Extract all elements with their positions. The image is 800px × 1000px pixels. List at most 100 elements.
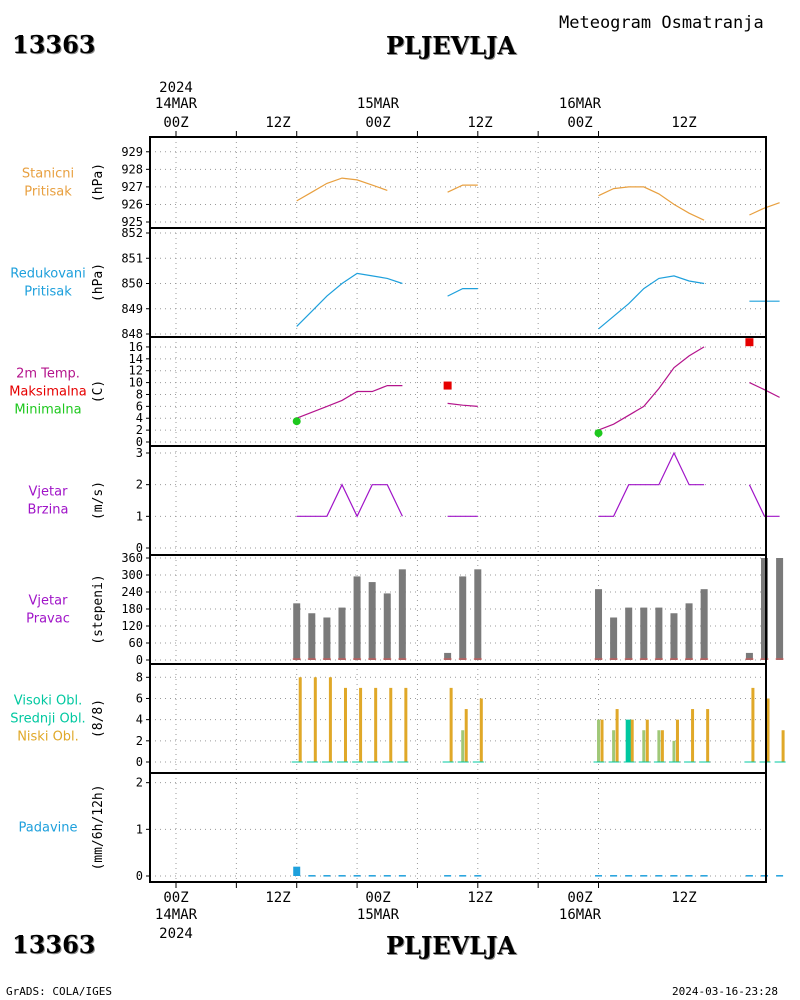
wind-dir-bar — [353, 576, 361, 660]
y-tick-label: 927 — [121, 180, 143, 194]
series-line — [447, 288, 478, 297]
y-tick-label: 240 — [121, 585, 143, 599]
panel-frame — [149, 445, 767, 556]
wind-dir-bar — [640, 607, 648, 660]
low-cloud-bar — [313, 677, 317, 762]
panel-7: 0 1 2 (mm/6h/12h) Padavine — [19, 772, 784, 883]
low-cloud-bar — [374, 687, 378, 762]
wind-dir-bar — [610, 617, 618, 660]
y-tick-label: 60 — [129, 636, 143, 650]
wind-dir-bar — [293, 603, 301, 660]
precip-bar — [353, 875, 361, 877]
wind-dir-bar — [398, 569, 406, 660]
precip-bar — [685, 875, 693, 877]
wind-dir-bar — [383, 593, 391, 660]
y-axis-label: (stepeni) — [91, 574, 106, 644]
series-line — [296, 177, 388, 202]
wind-dir-bar — [776, 558, 784, 660]
footer-timestamp: 2024-03-16-23:28 — [672, 985, 778, 998]
panel-2: 848 849 850 851 852 (hPa) Redukovani Pritisak — [10, 226, 780, 341]
panel-label: Pritisak — [24, 285, 72, 300]
precip-bar — [700, 875, 708, 877]
mid-cloud-bar — [597, 719, 601, 762]
low-cloud-bar — [691, 709, 695, 762]
y-tick-label: 12 — [129, 364, 143, 378]
low-cloud-bar — [343, 687, 347, 762]
precip-bar — [640, 875, 648, 877]
y-axis-label: (hPa) — [91, 263, 106, 302]
low-cloud-bar — [479, 698, 483, 762]
panel-frame — [149, 136, 767, 229]
low-cloud-bar — [464, 709, 468, 762]
series-line — [748, 484, 780, 517]
bottom-time-label: 2024 — [159, 926, 193, 942]
y-tick-label: 3 — [136, 446, 143, 460]
low-cloud-bar — [645, 719, 649, 762]
precip-bar — [655, 875, 663, 877]
low-cloud-bar — [630, 719, 634, 762]
low-cloud-bar — [359, 687, 363, 762]
bottom-time-label: 16MAR — [559, 907, 602, 923]
y-tick-label: 16 — [129, 340, 143, 354]
panel-label: Visoki Obl. — [14, 694, 82, 709]
low-cloud-bar — [615, 709, 619, 762]
series-line — [296, 385, 403, 419]
mid-cloud-bar — [642, 730, 646, 762]
top-time-label: 15MAR — [357, 96, 400, 112]
y-tick-label: 2 — [136, 478, 143, 492]
wind-dir-bar — [745, 652, 753, 660]
panel-frame — [149, 336, 767, 447]
wind-dir-bar — [459, 576, 467, 660]
low-cloud-bar — [751, 687, 755, 762]
precip-bar — [474, 875, 482, 877]
y-tick-label: 0 — [136, 541, 143, 555]
series-line — [296, 483, 403, 518]
low-cloud-bar — [404, 687, 408, 762]
precip-bar — [383, 875, 391, 877]
low-cloud-bar — [449, 687, 453, 762]
bottom-time-label: 12Z — [671, 890, 696, 906]
panel-label: Minimalna — [14, 403, 81, 418]
panel-label: Pritisak — [24, 185, 72, 200]
y-tick-label: 120 — [121, 619, 143, 633]
wind-dir-bar — [700, 589, 708, 660]
max-temp-marker — [443, 381, 452, 390]
max-temp-marker — [745, 338, 754, 347]
low-cloud-bar — [675, 719, 679, 762]
y-tick-label: 10 — [129, 376, 143, 390]
series-line — [598, 346, 705, 431]
panel-label: Redukovani — [10, 267, 85, 282]
mid-cloud-bar — [612, 730, 616, 762]
panel-label: Srednji Obl. — [10, 712, 85, 727]
wind-dir-bar — [444, 652, 452, 660]
bottom-time-label: 00Z — [365, 890, 390, 906]
precip-bar — [625, 875, 633, 877]
precip-bar — [323, 875, 331, 877]
y-tick-label: 2 — [136, 776, 143, 790]
wind-dir-bar — [685, 603, 693, 660]
station-name-bottom: PLJEVLJA — [386, 931, 517, 960]
series-line — [749, 382, 780, 398]
bottom-time-label: 15MAR — [357, 907, 400, 923]
series-line — [598, 186, 705, 221]
top-time-label: 16MAR — [559, 96, 602, 112]
panel-label: Maksimalna — [9, 385, 87, 400]
top-time-label: 12Z — [671, 115, 696, 131]
series-line — [598, 451, 705, 517]
precip-bar — [293, 866, 301, 876]
y-axis-label: (hPa) — [91, 163, 106, 202]
wind-dir-bar — [368, 582, 376, 660]
y-tick-label: 360 — [121, 551, 143, 565]
top-time-label: 00Z — [365, 115, 390, 131]
wind-dir-bar — [655, 607, 663, 660]
precip-bar — [368, 875, 376, 877]
panel-frame — [149, 772, 767, 883]
series-line — [447, 402, 478, 407]
y-axis-label: (mm/6h/12h) — [91, 784, 106, 870]
precip-bar — [745, 875, 753, 877]
y-tick-label: 852 — [121, 226, 143, 240]
panel-6: 0 2 4 6 8 (8/8) Visoki Obl. Srednji Obl. Niski O… — [10, 663, 786, 774]
precip-bar — [444, 875, 452, 877]
